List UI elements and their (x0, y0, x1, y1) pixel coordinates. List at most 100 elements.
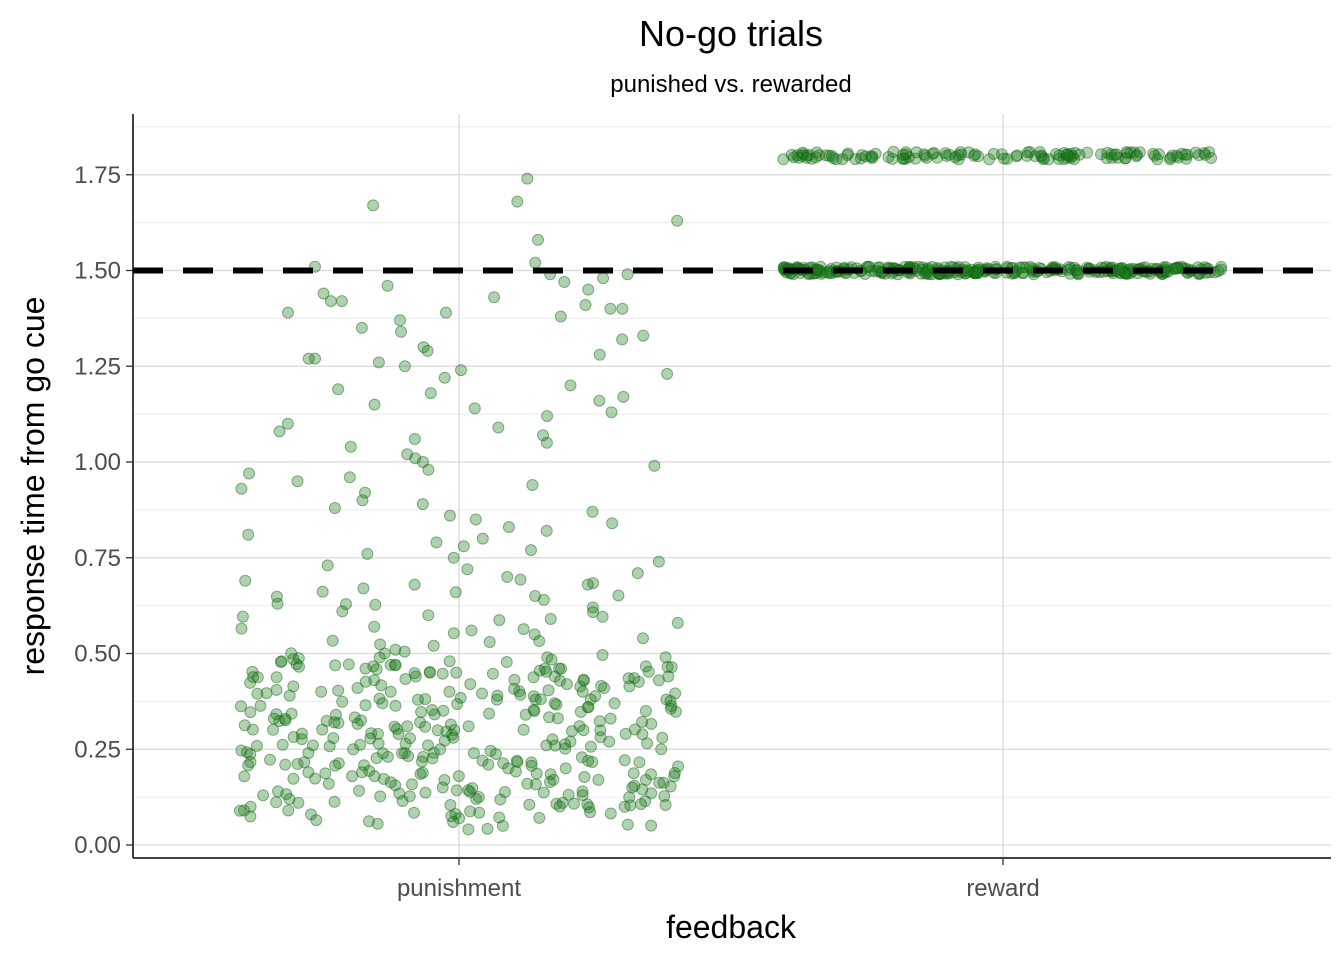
data-point (544, 776, 556, 788)
data-point (594, 724, 607, 737)
data-point (511, 756, 524, 768)
data-point (381, 279, 394, 292)
data-point (1119, 267, 1131, 280)
data-point (618, 754, 631, 767)
data-point (1057, 153, 1070, 166)
data-point (494, 793, 507, 806)
data-point (1119, 267, 1132, 280)
data-point (498, 786, 511, 798)
data-point (283, 793, 296, 805)
data-point (342, 658, 355, 671)
data-point (476, 532, 489, 545)
data-point (497, 757, 510, 770)
data-point (336, 695, 349, 708)
data-point (864, 264, 877, 277)
data-point (624, 799, 637, 812)
data-point (586, 601, 599, 614)
data-point (1072, 268, 1085, 281)
data-point (455, 364, 467, 377)
data-point (454, 691, 467, 704)
data-point (949, 151, 962, 164)
data-point (1121, 267, 1134, 280)
data-point (550, 797, 563, 810)
data-point (244, 748, 257, 761)
data-point (817, 266, 830, 279)
data-point (461, 563, 474, 576)
grid-minor (133, 126, 1331, 798)
data-point (244, 706, 257, 719)
data-point (1066, 150, 1079, 162)
x-tick-label: punishment (397, 875, 521, 902)
data-point (502, 521, 515, 534)
data-point (655, 743, 668, 756)
data-point (556, 796, 569, 809)
data-point (273, 715, 286, 727)
data-point (287, 772, 300, 785)
data-point (398, 360, 411, 373)
data-point (639, 773, 652, 786)
data-point (414, 716, 426, 729)
data-point (275, 655, 288, 668)
data-point (484, 744, 497, 757)
data-point (897, 152, 910, 165)
data-points (233, 145, 1228, 836)
data-point (328, 502, 341, 514)
data-point (493, 811, 506, 824)
data-point (323, 740, 336, 753)
data-point (482, 758, 495, 771)
data-point (604, 302, 617, 315)
data-point (357, 582, 370, 595)
data-point (1023, 145, 1036, 158)
data-point (902, 151, 915, 164)
data-point (270, 590, 283, 603)
data-point (1101, 146, 1114, 159)
data-point (813, 264, 826, 277)
data-point (841, 149, 854, 162)
data-point (574, 680, 587, 693)
data-point (398, 747, 411, 760)
data-point (559, 742, 572, 755)
data-point (443, 655, 456, 668)
data-point (576, 685, 589, 698)
data-point (417, 456, 429, 468)
data-point (1011, 149, 1024, 162)
data-point (593, 394, 606, 407)
data-point (408, 806, 420, 819)
y-tick-label: 0.50 (74, 641, 121, 668)
data-point (336, 605, 349, 618)
data-point (869, 147, 882, 160)
data-point (440, 306, 452, 319)
data-point (896, 152, 909, 165)
data-point (1112, 266, 1125, 279)
data-point (244, 756, 257, 769)
data-point (576, 785, 589, 798)
data-point (332, 684, 345, 697)
data-point (1095, 148, 1107, 161)
data-point (1029, 150, 1042, 163)
data-point (381, 750, 394, 763)
data-point (302, 352, 315, 365)
data-point (1113, 262, 1126, 275)
data-point (384, 685, 397, 698)
data-point (866, 152, 879, 165)
data-point (859, 150, 872, 163)
data-point (529, 256, 542, 269)
data-point (1060, 151, 1073, 164)
data-point (411, 693, 424, 706)
data-point (242, 528, 255, 541)
y-tick-label: 0.00 (74, 832, 121, 859)
data-point (568, 797, 580, 810)
data-point (1133, 146, 1146, 159)
data-point (399, 673, 412, 685)
data-point (1021, 146, 1034, 159)
data-point (795, 149, 808, 162)
data-point (1037, 153, 1050, 166)
data-point (368, 398, 381, 411)
data-point (368, 620, 381, 633)
data-point (1180, 152, 1193, 165)
data-point (637, 329, 650, 342)
data-point (365, 727, 378, 740)
x-tick-label: reward (966, 875, 1039, 902)
data-point (886, 152, 899, 165)
data-point (1037, 152, 1050, 164)
